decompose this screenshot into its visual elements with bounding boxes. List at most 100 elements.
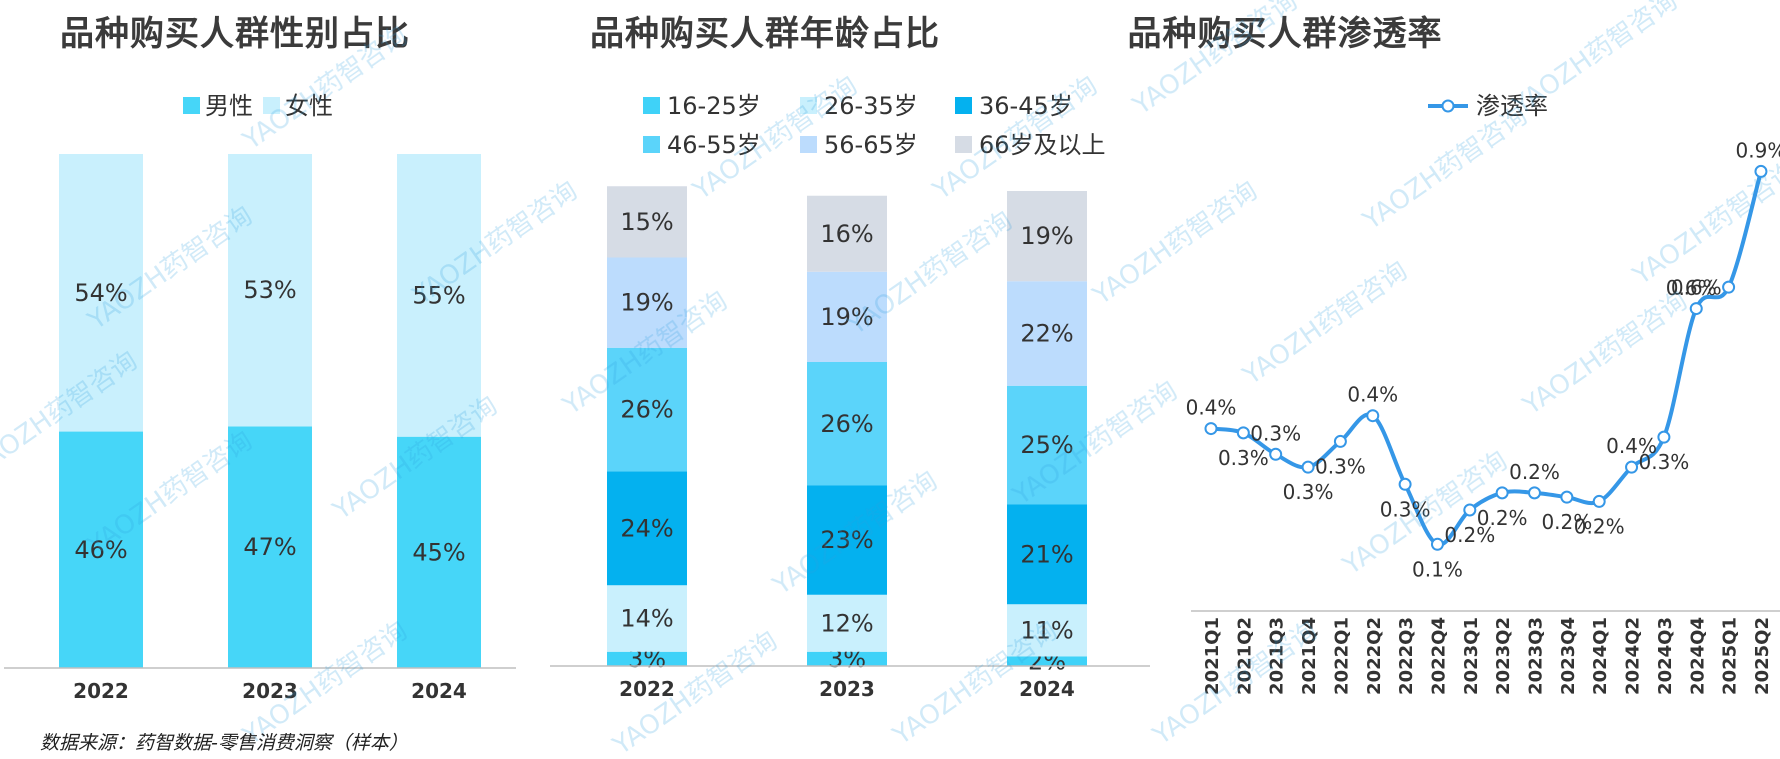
penetration-data-label: 0.6% <box>1666 276 1717 300</box>
age-bar-segment-5-2022 <box>607 186 687 258</box>
age-legend-label: 66岁及以上 <box>979 131 1106 159</box>
age-data-label: 12% <box>820 609 873 637</box>
age-bar-segment-1-2024 <box>1007 604 1087 657</box>
age-x-tick-label: 2023 <box>819 677 875 701</box>
age-legend-label: 36-45岁 <box>979 92 1073 120</box>
age-data-label: 16% <box>820 220 873 248</box>
penetration-data-point <box>1463 503 1477 517</box>
penetration-data-label: 0.1% <box>1412 557 1463 581</box>
penetration-data-point <box>1560 490 1574 504</box>
age-bar-segment-4-2023 <box>807 271 887 362</box>
penetration-data-point <box>1754 164 1768 178</box>
gender-bar-female-2022 <box>59 154 143 432</box>
penetration-data-label: 0.4% <box>1186 396 1237 420</box>
gender-bar-male-2024 <box>397 436 481 668</box>
age-data-label: 15% <box>620 208 673 236</box>
age-bar-segment-2-2023 <box>807 485 887 595</box>
age-bar-segment-3-2024 <box>1007 385 1087 505</box>
age-bar-segment-5-2024 <box>1007 191 1087 282</box>
age-x-tick-label: 2022 <box>619 677 675 701</box>
penetration-data-label: 0.2% <box>1509 460 1560 484</box>
penetration-data-point <box>1236 426 1250 440</box>
age-bar-segment-5-2023 <box>807 195 887 272</box>
age-legend-label: 56-65岁 <box>824 131 918 159</box>
age-bar-segment-0-2022 <box>607 651 687 666</box>
penetration-chart-title: 品种购买人群渗透率 <box>1127 14 1443 54</box>
penetration-x-tick-label: 2025Q2 <box>1752 617 1773 695</box>
age-data-label: 26% <box>620 396 673 424</box>
penetration-x-tick-label: 2024Q2 <box>1623 617 1644 695</box>
watermark-text: YAOZH药智咨询 <box>1087 176 1263 312</box>
penetration-data-point <box>1722 280 1736 294</box>
watermark-text: YAOZH药智咨询 <box>1517 286 1693 422</box>
age-legend-swatch <box>643 97 660 114</box>
age-data-label: 26% <box>820 410 873 438</box>
gender-data-label: 55% <box>412 281 465 309</box>
penetration-data-point <box>1301 460 1315 474</box>
gender-data-label: 46% <box>74 536 127 564</box>
age-legend-label: 26-35岁 <box>824 92 918 120</box>
gender-bar-female-2023 <box>228 154 312 427</box>
age-data-label: 23% <box>820 526 873 554</box>
penetration-data-label: 0.4% <box>1606 434 1657 458</box>
penetration-data-point <box>1204 422 1218 436</box>
watermark-text: YAOZH药智咨询 <box>1507 0 1683 122</box>
penetration-x-tick-label: 2021Q2 <box>1234 617 1255 695</box>
gender-legend-swatch <box>183 97 200 114</box>
penetration-x-tick-label: 2023Q4 <box>1558 617 1579 695</box>
age-bar-segment-3-2022 <box>607 347 687 472</box>
penetration-x-tick-label: 2022Q1 <box>1331 617 1352 695</box>
penetration-data-point <box>1625 460 1639 474</box>
penetration-data-label: 0.2% <box>1541 510 1592 534</box>
penetration-x-tick-label: 2024Q1 <box>1590 617 1611 695</box>
gender-data-label: 45% <box>412 538 465 566</box>
penetration-data-point <box>1689 302 1703 316</box>
gender-chart-title: 品种购买人群性别占比 <box>60 14 410 54</box>
penetration-data-label: 0.9% <box>1736 138 1780 162</box>
age-chart-title: 品种购买人群年龄占比 <box>590 14 940 54</box>
penetration-data-point <box>1333 434 1347 448</box>
gender-legend-label: 女性 <box>285 92 333 120</box>
age-bar-segment-4-2022 <box>607 257 687 348</box>
penetration-data-point <box>1495 486 1509 500</box>
age-legend-swatch <box>643 136 660 153</box>
age-data-label: 22% <box>1020 320 1073 348</box>
gender-legend-label: 男性 <box>205 92 253 120</box>
penetration-data-label: 0.3% <box>1283 480 1334 504</box>
age-data-label: 19% <box>820 303 873 331</box>
gender-legend-swatch <box>263 97 280 114</box>
gender-data-label: 47% <box>243 533 296 561</box>
watermark-text: YAOZH药智咨询 <box>1127 0 1303 122</box>
penetration-x-tick-label: 2022Q3 <box>1396 617 1417 695</box>
penetration-x-tick-label: 2024Q4 <box>1687 617 1708 695</box>
age-bar-segment-1-2023 <box>807 594 887 652</box>
age-data-label: 11% <box>1020 616 1073 644</box>
penetration-data-label: 0.3% <box>1218 446 1269 470</box>
age-bar-segment-0-2024 <box>1007 656 1087 666</box>
age-legend-label: 16-25岁 <box>667 92 761 120</box>
penetration-data-label: 0.3% <box>1638 450 1689 474</box>
gender-bar-male-2023 <box>228 426 312 668</box>
penetration-data-label: 0.6% <box>1671 276 1722 300</box>
age-data-label: 19% <box>1020 222 1073 250</box>
watermark-text: YAOZH药智咨询 <box>1237 256 1413 392</box>
penetration-x-tick-label: 2024Q3 <box>1655 617 1676 695</box>
penetration-data-point <box>1657 430 1671 444</box>
penetration-x-tick-label: 2022Q4 <box>1428 617 1449 695</box>
gender-bar-male-2022 <box>59 431 143 668</box>
age-legend-swatch <box>800 136 817 153</box>
penetration-x-tick-label: 2023Q2 <box>1493 617 1514 695</box>
gender-x-tick-label: 2023 <box>242 679 298 703</box>
penetration-data-label: 0.2% <box>1444 523 1495 547</box>
watermark-text: YAOZH药智咨询 <box>237 21 413 157</box>
penetration-legend-marker <box>1441 99 1455 113</box>
penetration-data-point <box>1269 447 1283 461</box>
gender-x-tick-label: 2024 <box>411 679 467 703</box>
age-bar-segment-2-2024 <box>1007 504 1087 605</box>
age-legend-swatch <box>800 97 817 114</box>
penetration-data-point <box>1430 537 1444 551</box>
age-bar-segment-1-2022 <box>607 585 687 652</box>
penetration-x-tick-label: 2021Q1 <box>1202 617 1223 695</box>
penetration-data-label: 0.2% <box>1574 514 1625 538</box>
